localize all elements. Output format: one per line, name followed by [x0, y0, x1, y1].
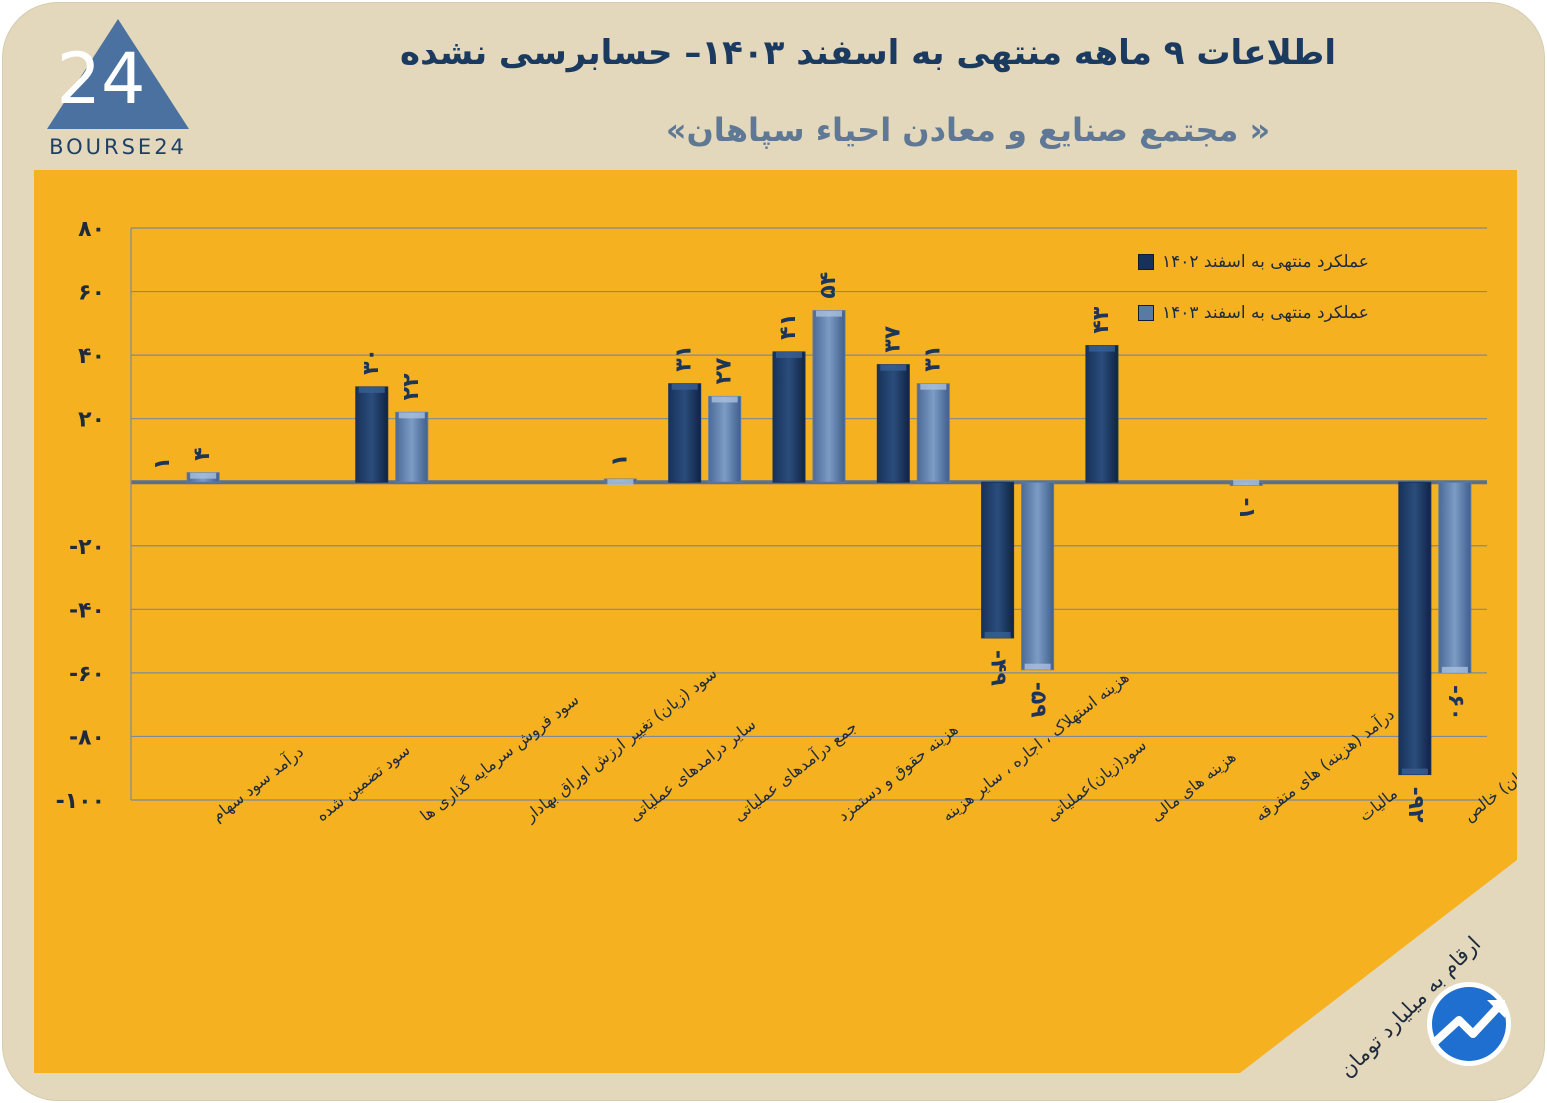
- bar-cap: [711, 396, 738, 403]
- data-label: ۵۴: [816, 272, 841, 299]
- bar-series-1: [1398, 481, 1432, 776]
- data-label: ۲۷: [712, 357, 737, 384]
- legend-swatch-1402: [1138, 254, 1154, 270]
- legend-item-1403: عملکرد منتهی به اسفند ۱۴۰۳: [1138, 303, 1438, 323]
- bar-cap: [920, 383, 947, 390]
- data-label: ۴۳: [1089, 306, 1114, 333]
- bar-cap: [1401, 768, 1428, 775]
- bar-cap: [607, 479, 634, 486]
- data-label: -۵۹: [1026, 682, 1051, 718]
- bar-cap: [358, 386, 385, 393]
- bar-series-2: [395, 411, 429, 483]
- logo-triangle-icon: 24: [47, 19, 189, 129]
- data-label: -۶۰: [1443, 685, 1468, 721]
- bar-series-1: [1085, 345, 1119, 483]
- data-label: -۱: [1234, 497, 1259, 520]
- bar-cap: [1233, 479, 1260, 486]
- bar-cap: [1024, 663, 1051, 670]
- data-label: ۳۷: [880, 325, 905, 352]
- page-title: اطلاعات ۹ ماهه منتهی به اسفند ۱۴۰۳– حساب…: [400, 33, 1336, 73]
- bar-series-2: [812, 310, 846, 483]
- bar-series-2: [708, 395, 742, 483]
- chart-panel: ۸۰ ۶۰ ۴۰ ۲۰ -۲۰ -۴۰ -۶۰ -۸۰ -۱۰۰ ۱ ۳۰ ۳۱ ۴۱ ۳۷ -۴۹ ۴۳ -۹…: [34, 170, 1547, 1073]
- y-tick-label: ۶۰: [78, 281, 105, 306]
- bar-cap: [671, 383, 698, 390]
- logo-mark: 24: [56, 38, 145, 120]
- bar-cap: [1441, 666, 1468, 673]
- bar-series-1: [772, 351, 806, 483]
- bar-series-1: [981, 481, 1015, 639]
- bar-series-1: [355, 386, 389, 483]
- bourse24-logo: 24 BOURSE24: [43, 17, 193, 159]
- bar-series-1: [668, 383, 702, 483]
- bar-cap: [816, 310, 842, 317]
- trend-badge-icon: [1427, 982, 1511, 1066]
- data-label: ۱: [607, 454, 632, 467]
- bar-series-2: [1021, 481, 1055, 671]
- data-label: -۹۲: [1403, 787, 1428, 824]
- data-label: -۴۹: [986, 650, 1011, 686]
- data-label: ۳۱: [920, 345, 945, 372]
- data-label: ۱: [150, 457, 175, 470]
- data-label: ۲۲: [399, 373, 424, 400]
- data-label: ۳۰: [359, 348, 384, 375]
- y-tick-label: ۲۰: [78, 408, 105, 433]
- page-subtitle: « مجتمع صنایع و معادن احیاء سپاهان»: [665, 111, 1271, 149]
- logo-text: BOURSE24: [49, 135, 187, 159]
- y-tick-label: -۶۰: [69, 662, 105, 687]
- y-tick-label: -۸۰: [69, 725, 105, 750]
- data-label: ۴۱: [776, 313, 801, 340]
- bar-cap: [776, 351, 802, 358]
- y-tick-label: ۴۰: [78, 344, 105, 369]
- bar-series-2: [916, 383, 950, 483]
- y-tick-label: ۸۰: [78, 217, 105, 242]
- legend-label-1402: عملکرد منتهی به اسفند ۱۴۰۲: [1162, 252, 1369, 272]
- bar-cap: [1088, 345, 1115, 352]
- bar-series-2: [1438, 481, 1472, 674]
- legend-item-1402: عملکرد منتهی به اسفند ۱۴۰۲: [1138, 252, 1438, 272]
- y-tick-label: -۴۰: [69, 598, 105, 623]
- data-label: ۴: [190, 447, 215, 460]
- bar-series-1: [876, 364, 910, 483]
- bar-cap: [398, 412, 425, 419]
- bar-cap: [984, 631, 1011, 638]
- plot-area: [131, 228, 1487, 800]
- data-label: ۳۱: [672, 345, 697, 372]
- y-tick-label: -۲۰: [69, 535, 105, 560]
- legend-label-1403: عملکرد منتهی به اسفند ۱۴۰۳: [1162, 303, 1369, 323]
- bar-cap: [880, 364, 907, 371]
- bar-cap: [190, 472, 217, 479]
- y-tick-label: -۱۰۰: [56, 789, 105, 814]
- legend-swatch-1403: [1138, 305, 1154, 321]
